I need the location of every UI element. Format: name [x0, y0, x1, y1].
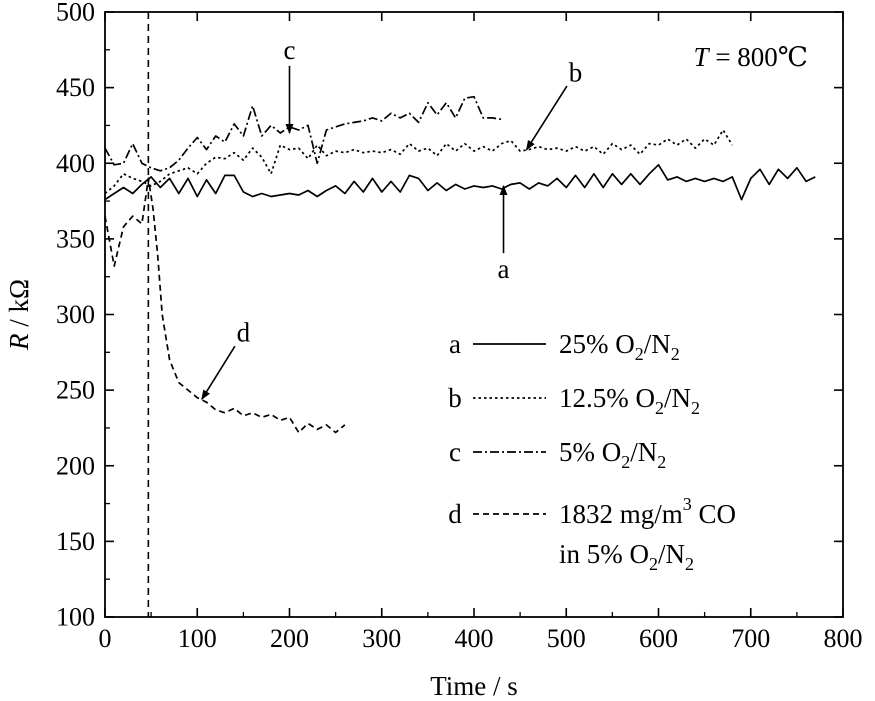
annotation-label-b: b: [569, 58, 583, 88]
legend-key-c: c: [449, 437, 461, 467]
series-layer: [104, 95, 816, 434]
x-tick-label-800: 800: [824, 624, 863, 653]
x-tick-label-200: 200: [270, 624, 309, 653]
series-d-line: [104, 177, 346, 434]
x-tick-label-500: 500: [547, 624, 586, 653]
legend-entry-c: c 5% O2/N2: [449, 437, 666, 472]
series-a-line: [104, 163, 816, 201]
y-tick-label-400: 400: [56, 149, 95, 178]
y-tick-label-200: 200: [56, 451, 95, 480]
y-tick-label-300: 300: [56, 300, 95, 329]
legend-entry-a: a 25% O2/N2: [449, 329, 680, 364]
annotation-arrow-d: [201, 345, 236, 401]
legend-label-b: 12.5% O2/N2: [559, 383, 700, 418]
y-tick-label-150: 150: [56, 527, 95, 556]
x-tick-label-400: 400: [455, 624, 494, 653]
series-c-line: [104, 95, 502, 172]
legend-key-b: b: [448, 383, 462, 413]
y-tick-label-250: 250: [56, 376, 95, 405]
legend-entry-b: b 12.5% O2/N2: [448, 383, 700, 418]
legend-label-d-line2: in 5% O2/N2: [559, 539, 694, 574]
axes: 0 100 200 300 400 500 600 700 800100150200250300…: [4, 0, 863, 701]
legend-label-a: 25% O2/N2: [559, 329, 680, 364]
legend-key-a: a: [449, 329, 461, 359]
legend-entry-d: d 1832 mg/m3 CO in 5% O2/N2: [448, 494, 736, 574]
annotation-label-a: a: [498, 254, 510, 284]
y-tick-label-450: 450: [56, 73, 95, 102]
temperature-label: T = 800℃: [694, 42, 808, 72]
x-axis-title: Time / s: [430, 671, 518, 701]
x-tick-label-0: 0: [99, 624, 112, 653]
series-b-line: [104, 129, 734, 195]
legend-label-d: 1832 mg/m3 CO: [559, 494, 736, 529]
legend-label-c: 5% O2/N2: [559, 437, 666, 472]
annotation-arrow-b: [525, 85, 568, 151]
y-tick-label-100: 100: [56, 603, 95, 632]
x-tick-label-700: 700: [731, 624, 770, 653]
annotation-label-c: c: [284, 35, 296, 65]
legend-key-d: d: [448, 499, 462, 529]
y-axis-title: R / kΩ: [4, 279, 34, 351]
x-tick-label-300: 300: [362, 624, 401, 653]
x-tick-label-600: 600: [639, 624, 678, 653]
y-tick-label-500: 500: [56, 0, 95, 27]
annotation-layer: a b c d T = 800℃: [201, 35, 808, 401]
y-tick-label-350: 350: [56, 224, 95, 253]
legend: a 25% O2/N2 b 12.5% O2/N2 c 5% O2/N2 d 1832 mg/…: [448, 329, 736, 574]
x-tick-label-100: 100: [178, 624, 217, 653]
annotation-label-d: d: [237, 318, 251, 348]
